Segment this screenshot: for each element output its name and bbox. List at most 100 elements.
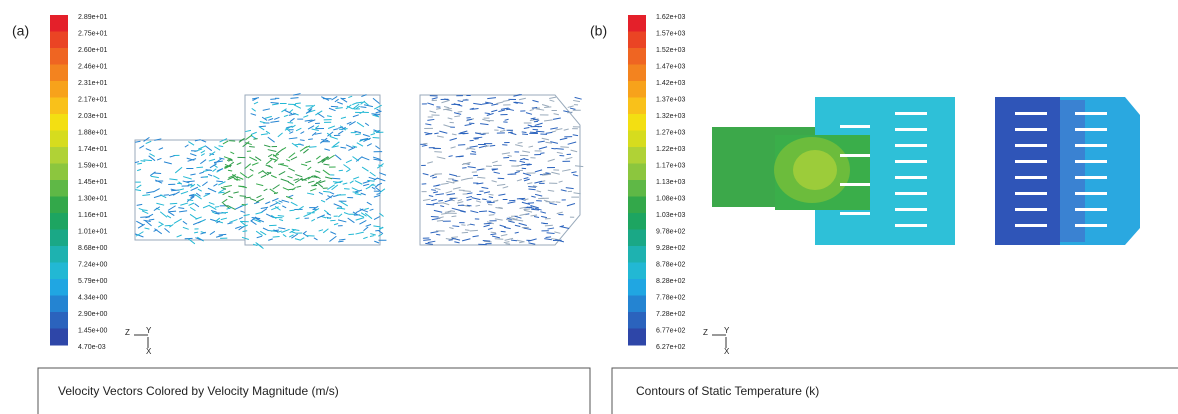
vector xyxy=(424,132,432,135)
baffle xyxy=(895,208,927,211)
vector xyxy=(327,184,336,191)
vector xyxy=(498,109,506,113)
vector xyxy=(303,213,312,218)
vector xyxy=(363,226,369,232)
vector xyxy=(376,192,381,195)
vector xyxy=(441,182,449,185)
vector xyxy=(365,223,372,227)
vector xyxy=(145,140,152,145)
vector xyxy=(338,126,344,129)
vector xyxy=(422,198,431,201)
vector xyxy=(325,194,334,201)
vector xyxy=(154,138,162,141)
vector xyxy=(430,216,439,218)
vector xyxy=(308,138,313,141)
baffle xyxy=(895,224,927,227)
baffle xyxy=(1075,160,1107,163)
vector xyxy=(337,219,347,223)
vector xyxy=(212,168,217,172)
axis-label: Z xyxy=(703,328,708,337)
vector xyxy=(363,183,370,187)
vector xyxy=(285,127,291,133)
vector xyxy=(548,201,555,204)
vector xyxy=(198,145,206,150)
vector xyxy=(224,165,230,169)
vector xyxy=(200,153,205,156)
vector xyxy=(208,158,216,162)
colorbar-band xyxy=(50,262,68,280)
vector xyxy=(352,103,360,110)
vector xyxy=(156,202,165,206)
vector xyxy=(134,233,144,238)
velocity-vectors xyxy=(134,93,584,250)
vector xyxy=(493,171,500,174)
vector xyxy=(449,173,457,177)
baffle xyxy=(1015,144,1047,147)
vector xyxy=(483,222,492,225)
vector xyxy=(525,112,533,115)
vector xyxy=(506,217,512,220)
colorbar-label: 6.27e+02 xyxy=(656,344,685,351)
vector xyxy=(514,215,522,219)
colorbar-band xyxy=(50,130,68,148)
vector xyxy=(148,155,156,162)
vector xyxy=(284,125,292,131)
vector xyxy=(427,118,435,121)
vector xyxy=(186,180,195,183)
vector xyxy=(285,195,293,200)
vector xyxy=(437,216,444,219)
vector xyxy=(135,189,142,192)
vector xyxy=(555,239,565,243)
vector xyxy=(427,240,436,244)
vector xyxy=(143,219,151,222)
vector xyxy=(241,203,247,206)
vector xyxy=(518,241,524,244)
vector xyxy=(374,104,382,110)
vector xyxy=(283,114,288,118)
vector xyxy=(355,133,362,136)
vector xyxy=(153,206,161,211)
vector xyxy=(473,102,482,106)
vector xyxy=(378,233,383,237)
vector xyxy=(446,180,455,184)
vector xyxy=(330,231,337,235)
vector xyxy=(378,230,384,235)
vector xyxy=(427,102,435,106)
vector xyxy=(311,208,320,213)
vector xyxy=(268,118,274,121)
vector xyxy=(536,190,542,193)
vector xyxy=(270,101,279,104)
vector xyxy=(500,107,509,110)
vector xyxy=(470,210,479,214)
vector xyxy=(230,151,235,155)
vector xyxy=(530,205,539,209)
vector xyxy=(201,139,207,143)
vector xyxy=(302,230,307,235)
vector xyxy=(227,222,233,225)
vector xyxy=(545,236,552,238)
vector xyxy=(347,217,355,224)
vector xyxy=(451,133,457,136)
vector xyxy=(272,236,280,238)
vector xyxy=(500,230,506,233)
vector xyxy=(143,136,150,142)
vector xyxy=(483,191,491,194)
vector xyxy=(288,234,294,238)
vector xyxy=(255,211,263,215)
vector xyxy=(503,241,510,244)
vector xyxy=(453,103,463,107)
vector xyxy=(500,234,508,237)
vector xyxy=(304,119,313,122)
axis-label: Y xyxy=(724,326,730,335)
colorbar-label: 4.34e+00 xyxy=(78,294,107,301)
colorbar-label: 9.78e+02 xyxy=(656,228,685,235)
vector xyxy=(457,199,463,202)
vector xyxy=(297,205,304,211)
vector xyxy=(480,123,489,126)
baffle xyxy=(1075,192,1107,195)
vector xyxy=(373,225,381,228)
vector xyxy=(204,145,213,152)
vector xyxy=(545,131,553,134)
vector xyxy=(159,211,168,218)
baffle xyxy=(840,125,870,128)
